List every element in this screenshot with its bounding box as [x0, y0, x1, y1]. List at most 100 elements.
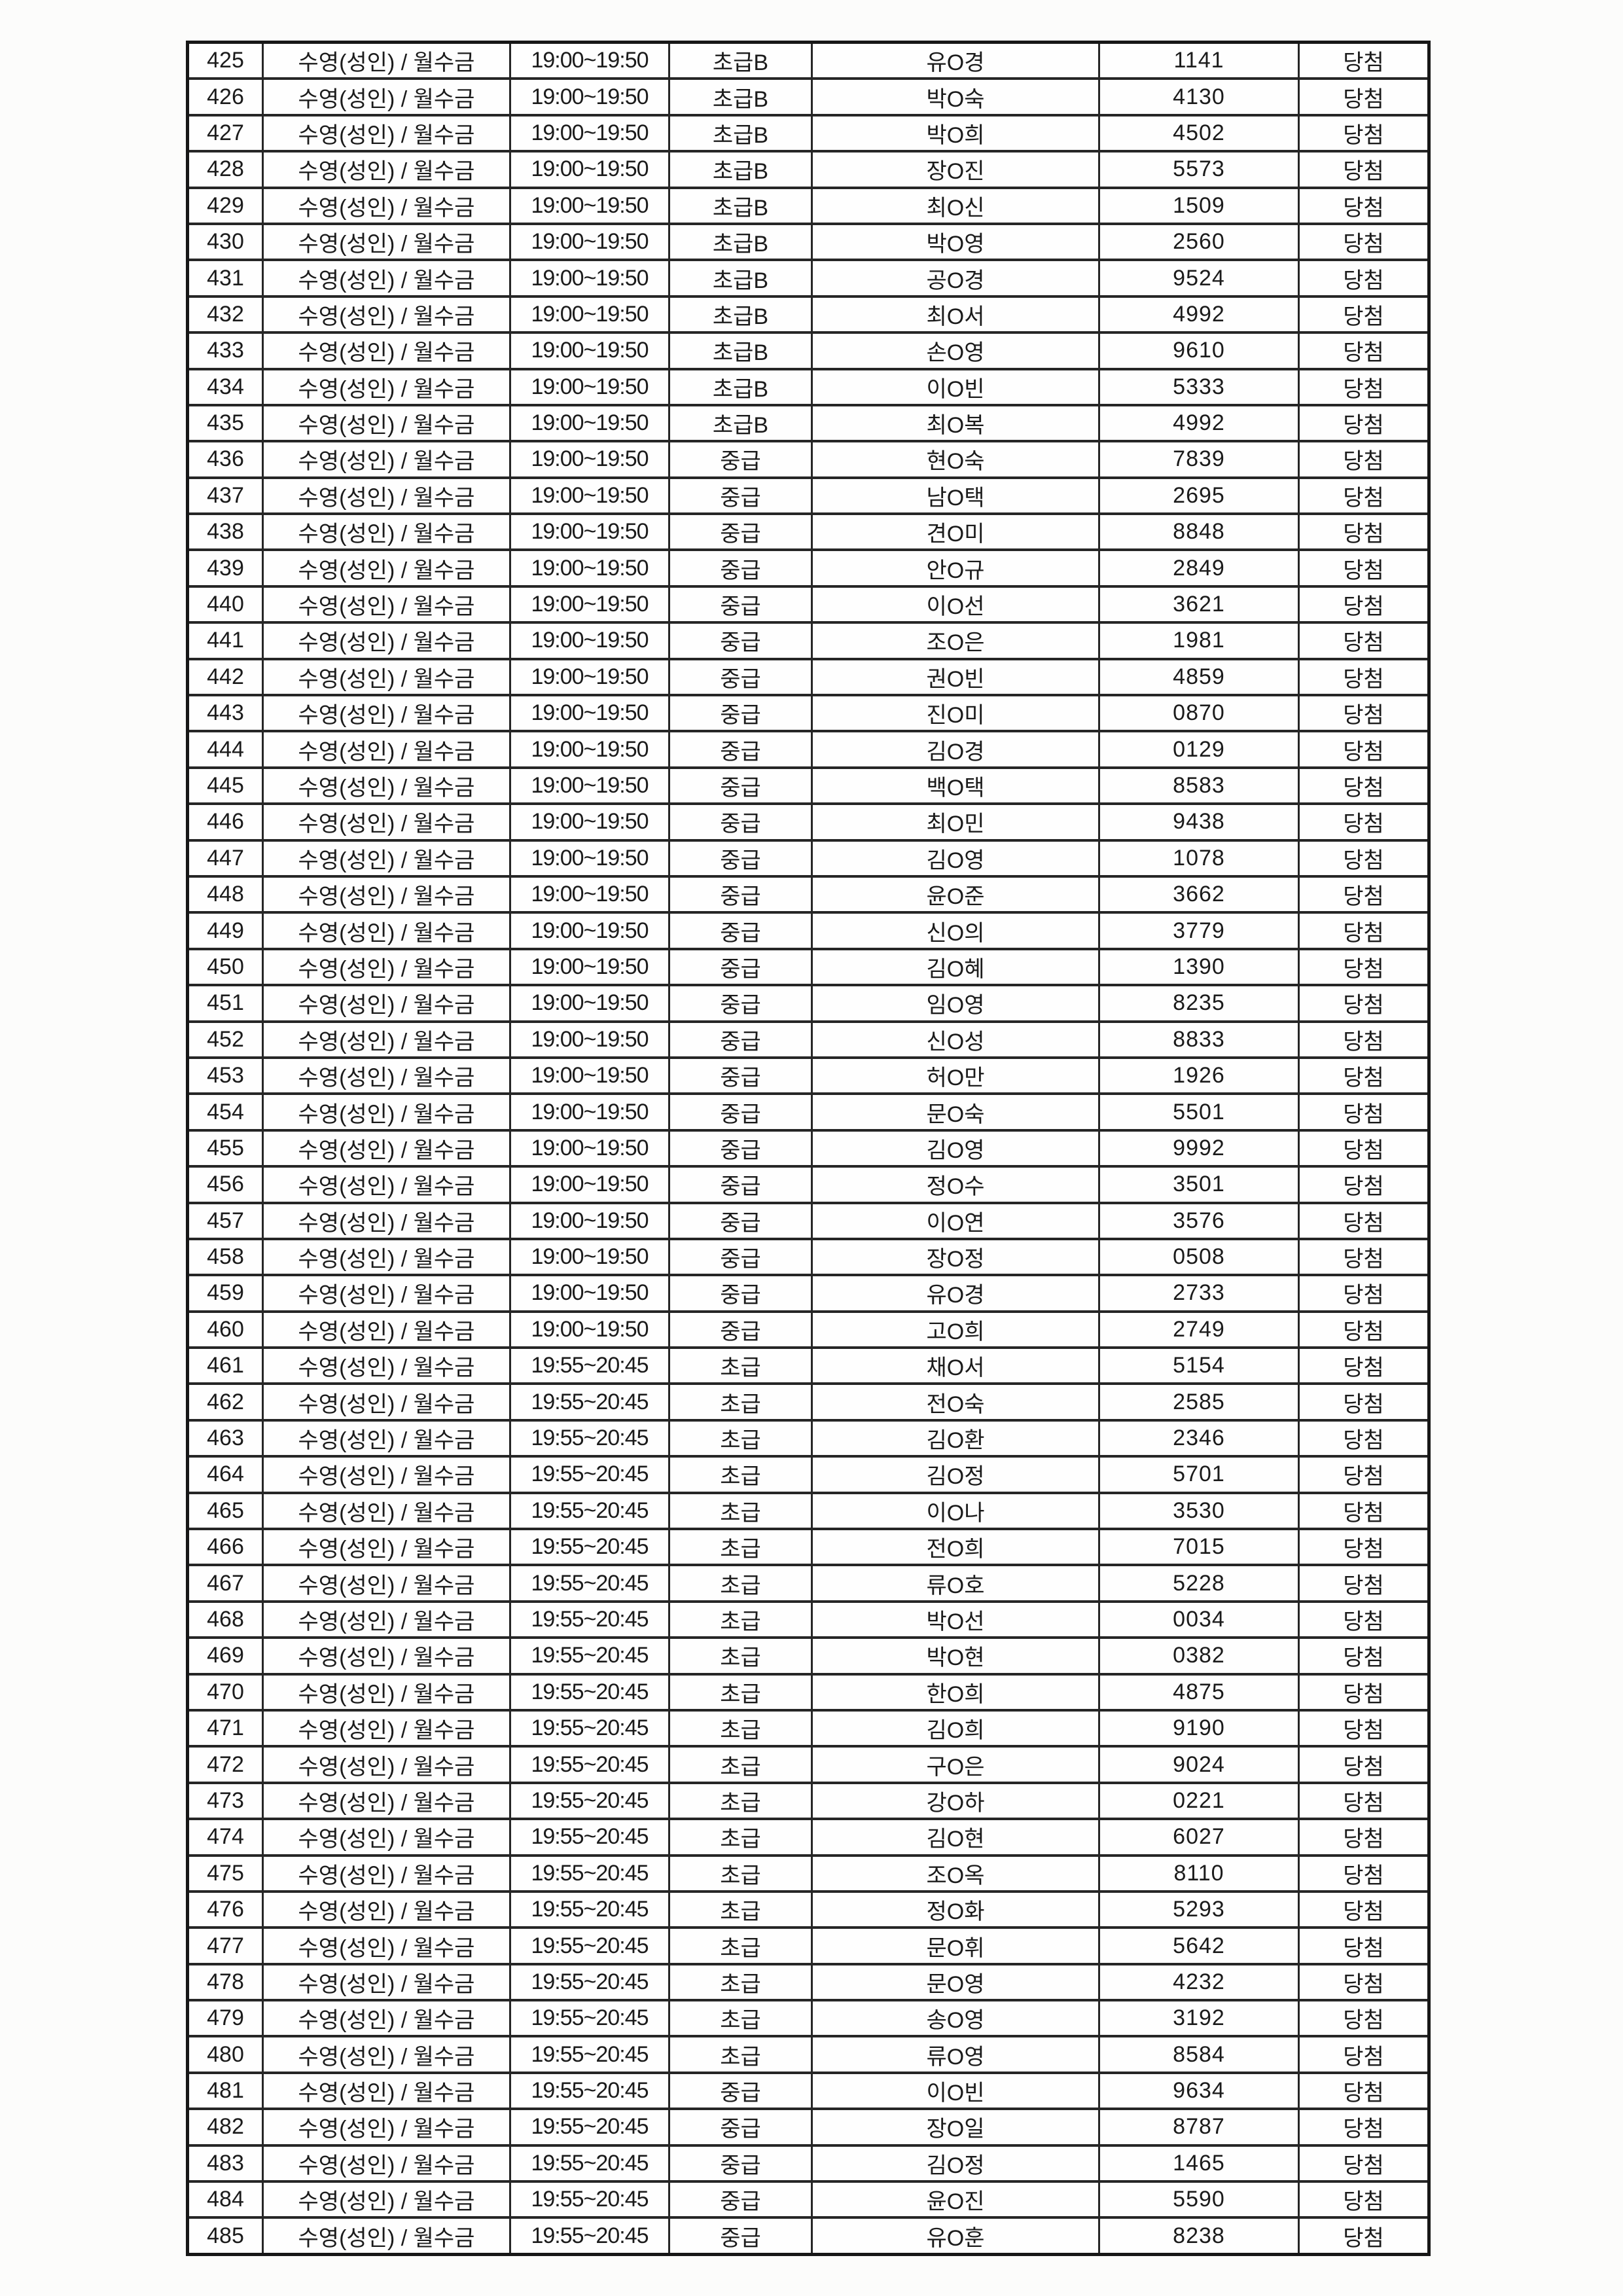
cell-time: 19:55~20:45	[509, 1781, 670, 1821]
cell-row-number: 442	[187, 657, 264, 697]
cell-result: 당첨	[1298, 77, 1430, 117]
cell-entry-number: 2733	[1098, 1274, 1300, 1313]
cell-entry-number: 9438	[1098, 802, 1300, 842]
cell-result: 당첨	[1298, 984, 1430, 1023]
cell-level: 중급	[668, 476, 813, 516]
cell-row-number: 437	[187, 476, 264, 516]
cell-level: 중급	[668, 548, 813, 588]
cell-row-number: 481	[187, 2071, 264, 2111]
cell-program: 수영(성인) / 월수금	[262, 1926, 511, 1965]
table-row: 469 수영(성인) / 월수금 19:55~20:45 초급 박O현 0382 당첨	[187, 1636, 1430, 1676]
cell-level: 중급	[668, 584, 813, 624]
cell-level: 초급	[668, 1999, 813, 2038]
cell-result: 당첨	[1298, 476, 1430, 516]
cell-row-number: 466	[187, 1528, 264, 1567]
cell-result: 당첨	[1298, 838, 1430, 878]
cell-program: 수영(성인) / 월수금	[262, 476, 511, 516]
cell-entry-number: 1390	[1098, 947, 1300, 987]
cell-result: 당첨	[1298, 403, 1430, 443]
cell-row-number: 483	[187, 2144, 264, 2183]
table-row: 464 수영(성인) / 월수금 19:55~20:45 초급 김O정 5701 당첨	[187, 1455, 1430, 1494]
cell-entry-number: 8110	[1098, 1854, 1300, 1893]
cell-row-number: 464	[187, 1455, 264, 1494]
table-row: 453 수영(성인) / 월수금 19:00~19:50 중급 허O만 1926 당첨	[187, 1056, 1430, 1096]
table-row: 438 수영(성인) / 월수금 19:00~19:50 중급 견O미 8848 당첨	[187, 512, 1430, 552]
cell-program: 수영(성인) / 월수금	[262, 77, 511, 117]
cell-row-number: 436	[187, 440, 264, 479]
cell-row-number: 426	[187, 77, 264, 117]
cell-row-number: 444	[187, 730, 264, 769]
cell-program: 수영(성인) / 월수금	[262, 403, 511, 443]
cell-time: 19:00~19:50	[509, 584, 670, 624]
cell-time: 19:00~19:50	[509, 222, 670, 262]
cell-program: 수영(성인) / 월수금	[262, 1092, 511, 1132]
cell-level: 초급B	[668, 186, 813, 225]
cell-name: 이O빈	[811, 2071, 1100, 2111]
cell-time: 19:00~19:50	[509, 186, 670, 225]
cell-name: 현O숙	[811, 440, 1100, 479]
cell-level: 초급	[668, 1600, 813, 1640]
cell-time: 19:00~19:50	[509, 113, 670, 153]
cell-time: 19:00~19:50	[509, 41, 670, 81]
cell-time: 19:00~19:50	[509, 1237, 670, 1277]
cell-row-number: 476	[187, 1890, 264, 1929]
cell-row-number: 441	[187, 621, 264, 660]
cell-result: 당첨	[1298, 1128, 1430, 1168]
cell-program: 수영(성인) / 월수금	[262, 730, 511, 769]
cell-result: 당첨	[1298, 1455, 1430, 1494]
cell-level: 중급	[668, 2144, 813, 2183]
cell-name: 허O만	[811, 1056, 1100, 1096]
table-row: 482 수영(성인) / 월수금 19:55~20:45 중급 장O일 8787 당첨	[187, 2108, 1430, 2147]
cell-name: 류O영	[811, 2035, 1100, 2074]
cell-time: 19:00~19:50	[509, 77, 670, 117]
cell-level: 초급	[668, 1854, 813, 1893]
cell-program: 수영(성인) / 월수금	[262, 1128, 511, 1168]
cell-time: 19:55~20:45	[509, 1600, 670, 1640]
cell-result: 당첨	[1298, 1926, 1430, 1965]
cell-level: 중급	[668, 512, 813, 552]
cell-program: 수영(성인) / 월수금	[262, 2108, 511, 2147]
table-row: 426 수영(성인) / 월수금 19:00~19:50 초급B 박O숙 4130 당첨	[187, 77, 1430, 117]
cell-entry-number: 5501	[1098, 1092, 1300, 1132]
cell-entry-number: 2695	[1098, 476, 1300, 516]
cell-name: 공O경	[811, 259, 1100, 298]
cell-level: 초급	[668, 1418, 813, 1458]
cell-result: 당첨	[1298, 802, 1430, 842]
cell-level: 중급	[668, 1056, 813, 1096]
cell-result: 당첨	[1298, 1781, 1430, 1821]
cell-program: 수영(성인) / 월수금	[262, 802, 511, 842]
table-row: 428 수영(성인) / 월수금 19:00~19:50 초급B 장O진 5573 당첨	[187, 150, 1430, 189]
table-row: 480 수영(성인) / 월수금 19:55~20:45 초급 류O영 8584 당첨	[187, 2035, 1430, 2074]
table-row: 458 수영(성인) / 월수금 19:00~19:50 중급 장O정 0508 당첨	[187, 1237, 1430, 1277]
cell-time: 19:00~19:50	[509, 657, 670, 697]
cell-level: 초급B	[668, 41, 813, 81]
cell-time: 19:55~20:45	[509, 1636, 670, 1676]
cell-name: 장O정	[811, 1237, 1100, 1277]
table-row: 454 수영(성인) / 월수금 19:00~19:50 중급 문O숙 5501 당첨	[187, 1092, 1430, 1132]
cell-level: 중급	[668, 2071, 813, 2111]
cell-name: 김O영	[811, 838, 1100, 878]
cell-name: 신O의	[811, 911, 1100, 950]
cell-time: 19:00~19:50	[509, 984, 670, 1023]
cell-result: 당첨	[1298, 911, 1430, 950]
cell-name: 김O현	[811, 1818, 1100, 1857]
cell-result: 당첨	[1298, 1165, 1430, 1204]
cell-time: 19:00~19:50	[509, 440, 670, 479]
cell-entry-number: 0034	[1098, 1600, 1300, 1640]
cell-level: 초급B	[668, 331, 813, 370]
cell-result: 당첨	[1298, 2144, 1430, 2183]
cell-level: 중급	[668, 1020, 813, 1059]
cell-program: 수영(성인) / 월수금	[262, 1346, 511, 1386]
cell-time: 19:00~19:50	[509, 838, 670, 878]
cell-entry-number: 8238	[1098, 2216, 1300, 2256]
cell-result: 당첨	[1298, 766, 1430, 806]
cell-result: 당첨	[1298, 1382, 1430, 1422]
cell-name: 유O경	[811, 1274, 1100, 1313]
table-row: 446 수영(성인) / 월수금 19:00~19:50 중급 최O민 9438 당첨	[187, 802, 1430, 842]
cell-row-number: 430	[187, 222, 264, 262]
cell-row-number: 429	[187, 186, 264, 225]
cell-result: 당첨	[1298, 1092, 1430, 1132]
cell-result: 당첨	[1298, 259, 1430, 298]
cell-row-number: 434	[187, 367, 264, 406]
cell-entry-number: 1078	[1098, 838, 1300, 878]
